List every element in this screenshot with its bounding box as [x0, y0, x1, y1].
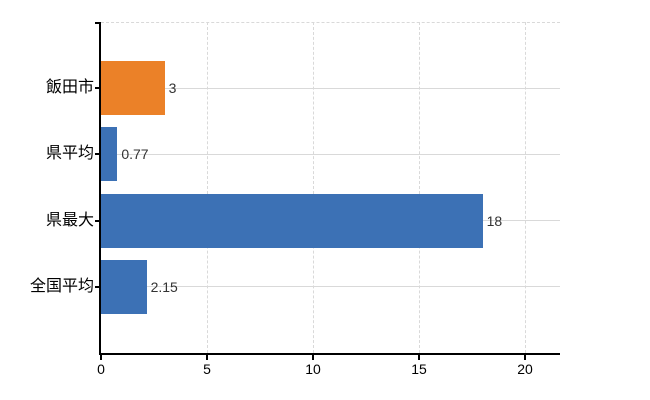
- bar-0: [101, 61, 165, 116]
- value-label-1: 0.77: [121, 146, 149, 163]
- value-label-3: 2.15: [150, 278, 178, 295]
- y-axis: [99, 22, 101, 355]
- horizontal-gridline: [101, 87, 560, 89]
- horizontal-gridline: [101, 153, 560, 155]
- x-tick-4: [524, 355, 527, 360]
- plot-area: 3 0.77 18 2.15: [101, 22, 560, 353]
- vertical-gridline: [524, 22, 526, 353]
- category-label-2: 県最大: [45, 211, 94, 229]
- category-label-1: 県平均: [45, 145, 94, 163]
- x-tick-2: [312, 355, 314, 360]
- vertical-gridline: [418, 22, 420, 353]
- category-label-3: 全国平均: [29, 277, 94, 295]
- x-axis: [99, 353, 560, 355]
- value-label-0: 3: [168, 80, 177, 97]
- category-tick-0: [95, 87, 101, 90]
- x-tick-label-4: 20: [517, 361, 533, 377]
- vertical-gridline: [312, 22, 314, 353]
- category-tick-3: [95, 285, 101, 288]
- horizontal-gridline: [101, 286, 560, 288]
- x-tick-label-2: 10: [305, 361, 321, 377]
- value-label-2: 18: [486, 212, 503, 229]
- x-tick-3: [418, 355, 420, 360]
- plot-top-border: [101, 22, 560, 23]
- category-tick-2: [95, 219, 101, 222]
- bar-2: [101, 193, 483, 248]
- x-tick-0: [100, 355, 102, 360]
- x-tick-label-0: 0: [97, 361, 105, 377]
- category-label-0: 飯田市: [45, 79, 94, 97]
- x-tick-1: [206, 355, 208, 360]
- bar-1: [101, 127, 118, 182]
- y-axis-top-tick: [95, 22, 101, 24]
- x-tick-label-1: 5: [203, 361, 211, 377]
- x-tick-label-3: 15: [411, 361, 427, 377]
- category-tick-1: [95, 153, 101, 156]
- vertical-gridline: [206, 22, 208, 353]
- bar-3: [101, 259, 147, 314]
